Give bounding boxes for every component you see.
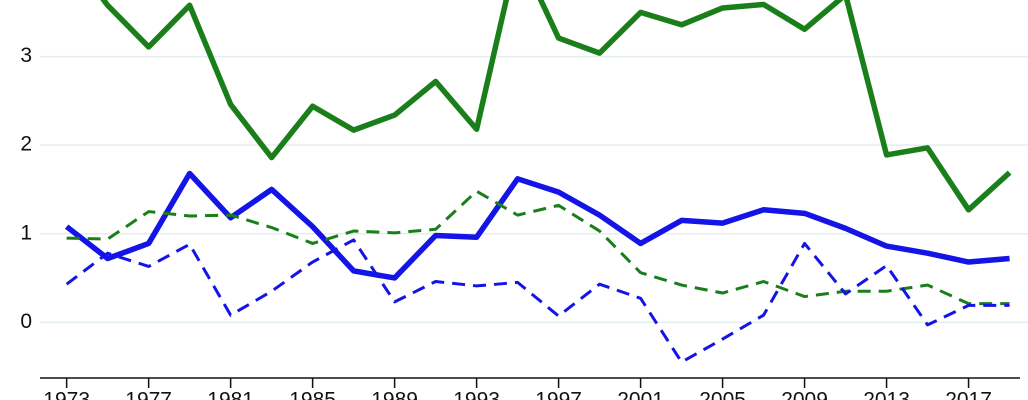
x-tick-label: 1981 [207, 388, 254, 400]
x-tick-label: 1985 [289, 388, 336, 400]
x-tick-label: 2009 [781, 388, 828, 400]
x-tick-label: 1973 [43, 388, 90, 400]
x-tick-label: 1977 [125, 388, 172, 400]
x-tick-label: 2001 [617, 388, 664, 400]
dashed-line [66, 189, 1010, 306]
x-tick-label: 2017 [945, 388, 992, 400]
x-tick-label: 2005 [699, 388, 746, 400]
solid-line [64, 170, 1010, 281]
x-tick-label: 2013 [863, 388, 910, 400]
y-tick-label: 0 [20, 310, 32, 333]
x-tick-label: 1997 [535, 388, 582, 400]
dashed-line [65, 238, 1010, 364]
x-tick-label: 1989 [371, 388, 418, 400]
y-tick-label: 1 [20, 221, 32, 244]
y-tick-label: 2 [20, 133, 32, 156]
solid-line [100, 0, 1012, 213]
y-tick-label: 3 [20, 44, 32, 67]
x-tick-label: 1993 [453, 388, 500, 400]
